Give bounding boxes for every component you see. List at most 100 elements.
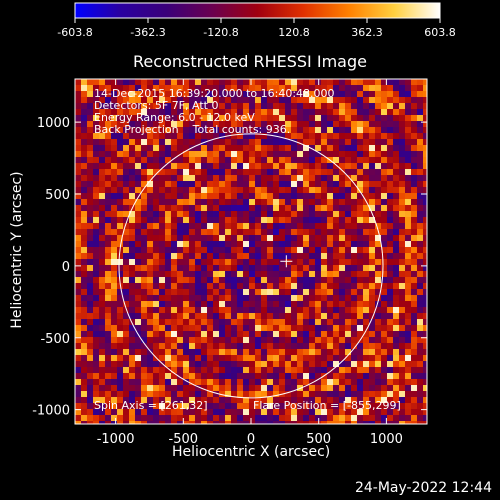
- heatmap-cell: [375, 193, 381, 199]
- heatmap-cell: [189, 193, 195, 199]
- heatmap-cell: [189, 415, 195, 421]
- heatmap-cell: [207, 343, 213, 349]
- heatmap-cell: [87, 79, 93, 85]
- heatmap-cell: [237, 91, 243, 97]
- heatmap-cell: [105, 253, 111, 259]
- heatmap-cell: [123, 181, 129, 187]
- heatmap-cell: [189, 277, 195, 283]
- heatmap-cell: [297, 247, 303, 253]
- heatmap-cell: [255, 301, 261, 307]
- heatmap-cell: [225, 103, 231, 109]
- heatmap-cell: [279, 337, 285, 343]
- heatmap-cell: [219, 229, 225, 235]
- heatmap-cell: [243, 331, 249, 337]
- heatmap-cell: [243, 169, 249, 175]
- heatmap-cell: [261, 193, 267, 199]
- heatmap-cell: [381, 397, 387, 403]
- heatmap-cell: [189, 163, 195, 169]
- heatmap-cell: [141, 247, 147, 253]
- heatmap-cell: [321, 139, 327, 145]
- heatmap-cell: [249, 109, 255, 115]
- heatmap-cell: [261, 307, 267, 313]
- heatmap-cell: [327, 97, 333, 103]
- heatmap-cell: [291, 133, 297, 139]
- heatmap-cell: [375, 229, 381, 235]
- heatmap-cell: [189, 211, 195, 217]
- heatmap-cell: [423, 217, 427, 223]
- heatmap-cell: [291, 211, 297, 217]
- heatmap-cell: [345, 181, 351, 187]
- heatmap-cell: [87, 193, 93, 199]
- heatmap-cell: [315, 391, 321, 397]
- heatmap-cell: [411, 373, 417, 379]
- heatmap-cell: [171, 379, 177, 385]
- heatmap-cell: [369, 415, 375, 421]
- heatmap-cell: [87, 223, 93, 229]
- heatmap-cell: [75, 337, 81, 343]
- heatmap-cell: [333, 229, 339, 235]
- heatmap-cell: [297, 223, 303, 229]
- heatmap-cell: [171, 319, 177, 325]
- heatmap-cell: [141, 91, 147, 97]
- heatmap-cell: [249, 175, 255, 181]
- heatmap-cell: [309, 415, 315, 421]
- heatmap-cell: [165, 313, 171, 319]
- heatmap-cell: [75, 289, 81, 295]
- heatmap-cell: [417, 307, 423, 313]
- heatmap-cell: [225, 325, 231, 331]
- heatmap-cell: [291, 187, 297, 193]
- heatmap-cell: [417, 415, 423, 421]
- heatmap-cell: [279, 127, 285, 133]
- heatmap-cell: [357, 331, 363, 337]
- heatmap-cell: [159, 211, 165, 217]
- heatmap-cell: [237, 127, 243, 133]
- heatmap-cell: [357, 157, 363, 163]
- heatmap-cell: [141, 169, 147, 175]
- heatmap-cell: [117, 373, 123, 379]
- heatmap-cell: [411, 157, 417, 163]
- heatmap-cell: [75, 217, 81, 223]
- heatmap-cell: [333, 85, 339, 91]
- heatmap-cell: [177, 391, 183, 397]
- heatmap-cell: [141, 277, 147, 283]
- heatmap-cell: [411, 211, 417, 217]
- heatmap-cell: [225, 277, 231, 283]
- heatmap-cell: [309, 421, 315, 424]
- y-tick-label: 1000: [37, 116, 70, 131]
- heatmap-cell: [333, 331, 339, 337]
- heatmap-cell: [309, 349, 315, 355]
- heatmap-cell: [93, 391, 99, 397]
- heatmap-cell: [165, 133, 171, 139]
- heatmap-cell: [135, 289, 141, 295]
- heatmap-cell: [315, 295, 321, 301]
- heatmap-cell: [159, 403, 165, 409]
- heatmap-cell: [219, 361, 225, 367]
- heatmap-cell: [147, 199, 153, 205]
- heatmap-cell: [195, 121, 201, 127]
- heatmap-cell: [399, 319, 405, 325]
- heatmap-cell: [345, 85, 351, 91]
- heatmap-cell: [165, 403, 171, 409]
- heatmap-cell: [135, 193, 141, 199]
- heatmap-cell: [153, 283, 159, 289]
- heatmap-cell: [375, 133, 381, 139]
- heatmap-cell: [285, 319, 291, 325]
- heatmap-cell: [321, 145, 327, 151]
- heatmap-cell: [339, 265, 345, 271]
- heatmap-cell: [159, 157, 165, 163]
- heatmap-cell: [207, 151, 213, 157]
- heatmap-cell: [231, 175, 237, 181]
- heatmap-cell: [153, 115, 159, 121]
- heatmap-cell: [363, 157, 369, 163]
- heatmap-cell: [189, 403, 195, 409]
- heatmap-cell: [339, 157, 345, 163]
- heatmap-cell: [201, 313, 207, 319]
- heatmap-cell: [339, 133, 345, 139]
- heatmap-cell: [423, 403, 427, 409]
- heatmap-cell: [321, 163, 327, 169]
- heatmap-cell: [411, 169, 417, 175]
- heatmap-cell: [339, 403, 345, 409]
- heatmap-cell: [351, 337, 357, 343]
- heatmap-cell: [117, 235, 123, 241]
- heatmap-cell: [345, 235, 351, 241]
